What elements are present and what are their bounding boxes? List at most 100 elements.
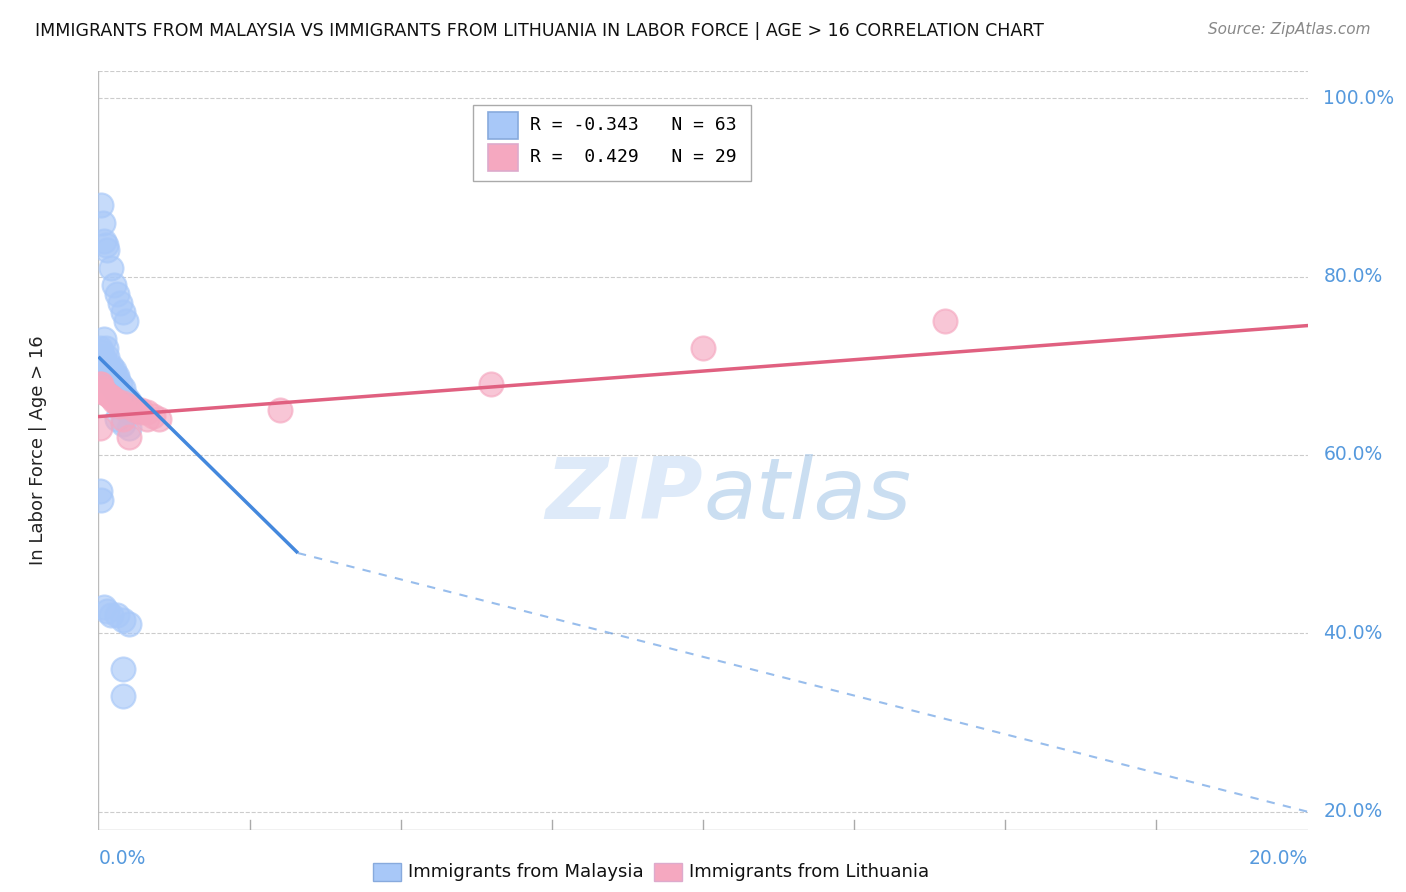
Point [135,412,157,426]
Point [111,417,134,431]
Point [114,390,136,404]
Point [94,341,117,355]
Text: 80.0%: 80.0% [1323,267,1382,286]
Text: Immigrants from Lithuania: Immigrants from Lithuania [689,863,929,881]
Point [90,363,112,377]
Point [118,430,141,444]
Point [93,384,115,398]
Point [111,396,134,410]
Point [100,372,122,386]
Text: 60.0%: 60.0% [1323,445,1382,465]
Point [105,369,128,384]
Point [107,387,129,401]
Text: 20.0%: 20.0% [1249,848,1308,868]
Point [98,369,121,384]
Point [114,314,136,328]
Point [108,390,131,404]
Text: Immigrants from Malaysia: Immigrants from Malaysia [408,863,644,881]
Point [112,399,135,413]
Point [100,260,122,275]
Point [111,305,134,319]
Point [89,376,111,391]
Point [114,403,136,417]
Point [135,405,157,419]
Point [96,363,118,377]
Point [90,492,112,507]
Point [96,387,118,401]
Point [89,359,111,373]
Point [111,394,134,409]
Point [111,689,134,703]
Point [269,403,291,417]
Point [111,381,134,395]
Point [93,385,115,400]
Text: Source: ZipAtlas.com: Source: ZipAtlas.com [1208,22,1371,37]
Point [100,390,122,404]
Point [103,363,125,377]
Point [90,198,112,212]
Point [129,403,152,417]
Point [118,421,141,435]
FancyBboxPatch shape [474,105,751,181]
Point [100,390,122,404]
Text: 20.0%: 20.0% [1323,802,1382,822]
Point [90,368,112,382]
Point [96,350,118,364]
Text: 100.0%: 100.0% [1323,88,1395,108]
Point [118,405,141,419]
Point [108,296,131,310]
Point [96,243,118,257]
Point [100,363,122,377]
Point [100,359,122,373]
Point [103,381,125,395]
Point [692,341,714,355]
Text: R =  0.429   N = 29: R = 0.429 N = 29 [530,148,737,166]
Point [105,608,128,623]
Point [93,354,115,368]
Point [89,363,111,377]
Point [934,314,956,328]
Point [148,412,170,426]
Point [103,394,125,409]
Point [96,604,118,618]
Point [91,369,114,384]
Point [481,376,503,391]
Text: R = -0.343   N = 63: R = -0.343 N = 63 [530,116,737,134]
Point [100,608,122,623]
Point [93,359,115,373]
Point [90,381,112,395]
Text: 40.0%: 40.0% [1323,624,1382,643]
Point [91,366,114,380]
Point [94,238,117,252]
Point [89,341,111,355]
Point [105,372,128,386]
Point [129,405,152,419]
Point [91,385,114,400]
Point [105,396,128,410]
Point [118,617,141,632]
Point [94,360,117,375]
Point [108,399,131,413]
Point [96,359,118,373]
Point [91,350,114,364]
Point [105,287,128,301]
Point [103,368,125,382]
Text: In Labor Force | Age > 16: In Labor Force | Age > 16 [30,335,46,566]
Point [105,394,128,409]
Text: ZIP: ZIP [546,454,703,538]
Point [108,376,131,391]
Point [103,278,125,293]
Point [90,376,112,391]
Point [118,394,141,409]
Point [93,234,115,248]
Point [118,399,141,413]
Point [91,372,114,386]
Point [89,421,111,435]
Point [93,332,115,346]
Point [100,376,122,391]
Point [142,409,165,423]
Point [111,412,134,426]
Point [105,412,128,426]
Point [124,403,146,417]
Point [93,599,115,614]
